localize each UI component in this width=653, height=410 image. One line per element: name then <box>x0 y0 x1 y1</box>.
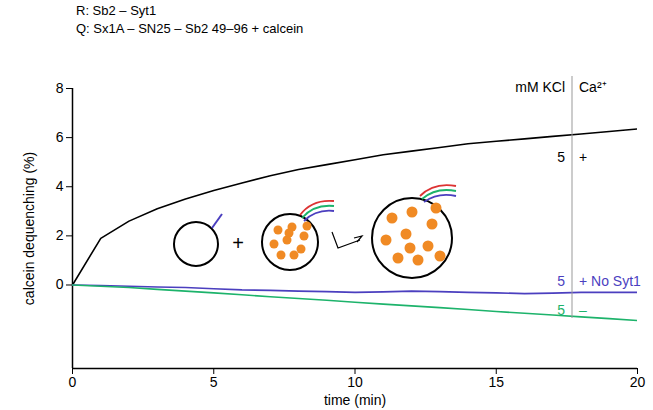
svg-text:+: + <box>579 149 587 165</box>
svg-text:15: 15 <box>488 374 504 390</box>
svg-text:20: 20 <box>630 374 646 390</box>
svg-text:4: 4 <box>56 178 64 194</box>
svg-text:5: 5 <box>557 273 565 289</box>
svg-text:2: 2 <box>56 227 64 243</box>
svg-text:5: 5 <box>557 149 565 165</box>
svg-text:10: 10 <box>347 374 363 390</box>
svg-text:+: + <box>232 232 244 254</box>
svg-text:R: Sb2 – Syt1: R: Sb2 – Syt1 <box>76 3 156 18</box>
svg-text:–: – <box>579 302 587 318</box>
svg-text:8: 8 <box>56 80 64 96</box>
svg-text:0: 0 <box>56 276 64 292</box>
svg-text:0: 0 <box>69 374 77 390</box>
svg-text:Ca²⁺: Ca²⁺ <box>579 79 607 95</box>
svg-text:time (min): time (min) <box>324 392 386 408</box>
svg-text:6: 6 <box>56 129 64 145</box>
svg-text:mM KCl: mM KCl <box>515 79 565 95</box>
svg-text:Q: Sx1A – SN25 – Sb2 49–96 + c: Q: Sx1A – SN25 – Sb2 49–96 + calcein <box>76 21 303 36</box>
svg-text:calcein dequenching (%): calcein dequenching (%) <box>21 152 37 305</box>
svg-text:5: 5 <box>557 302 565 318</box>
svg-text:5: 5 <box>210 374 218 390</box>
svg-text:+ No Syt1: + No Syt1 <box>579 273 641 289</box>
